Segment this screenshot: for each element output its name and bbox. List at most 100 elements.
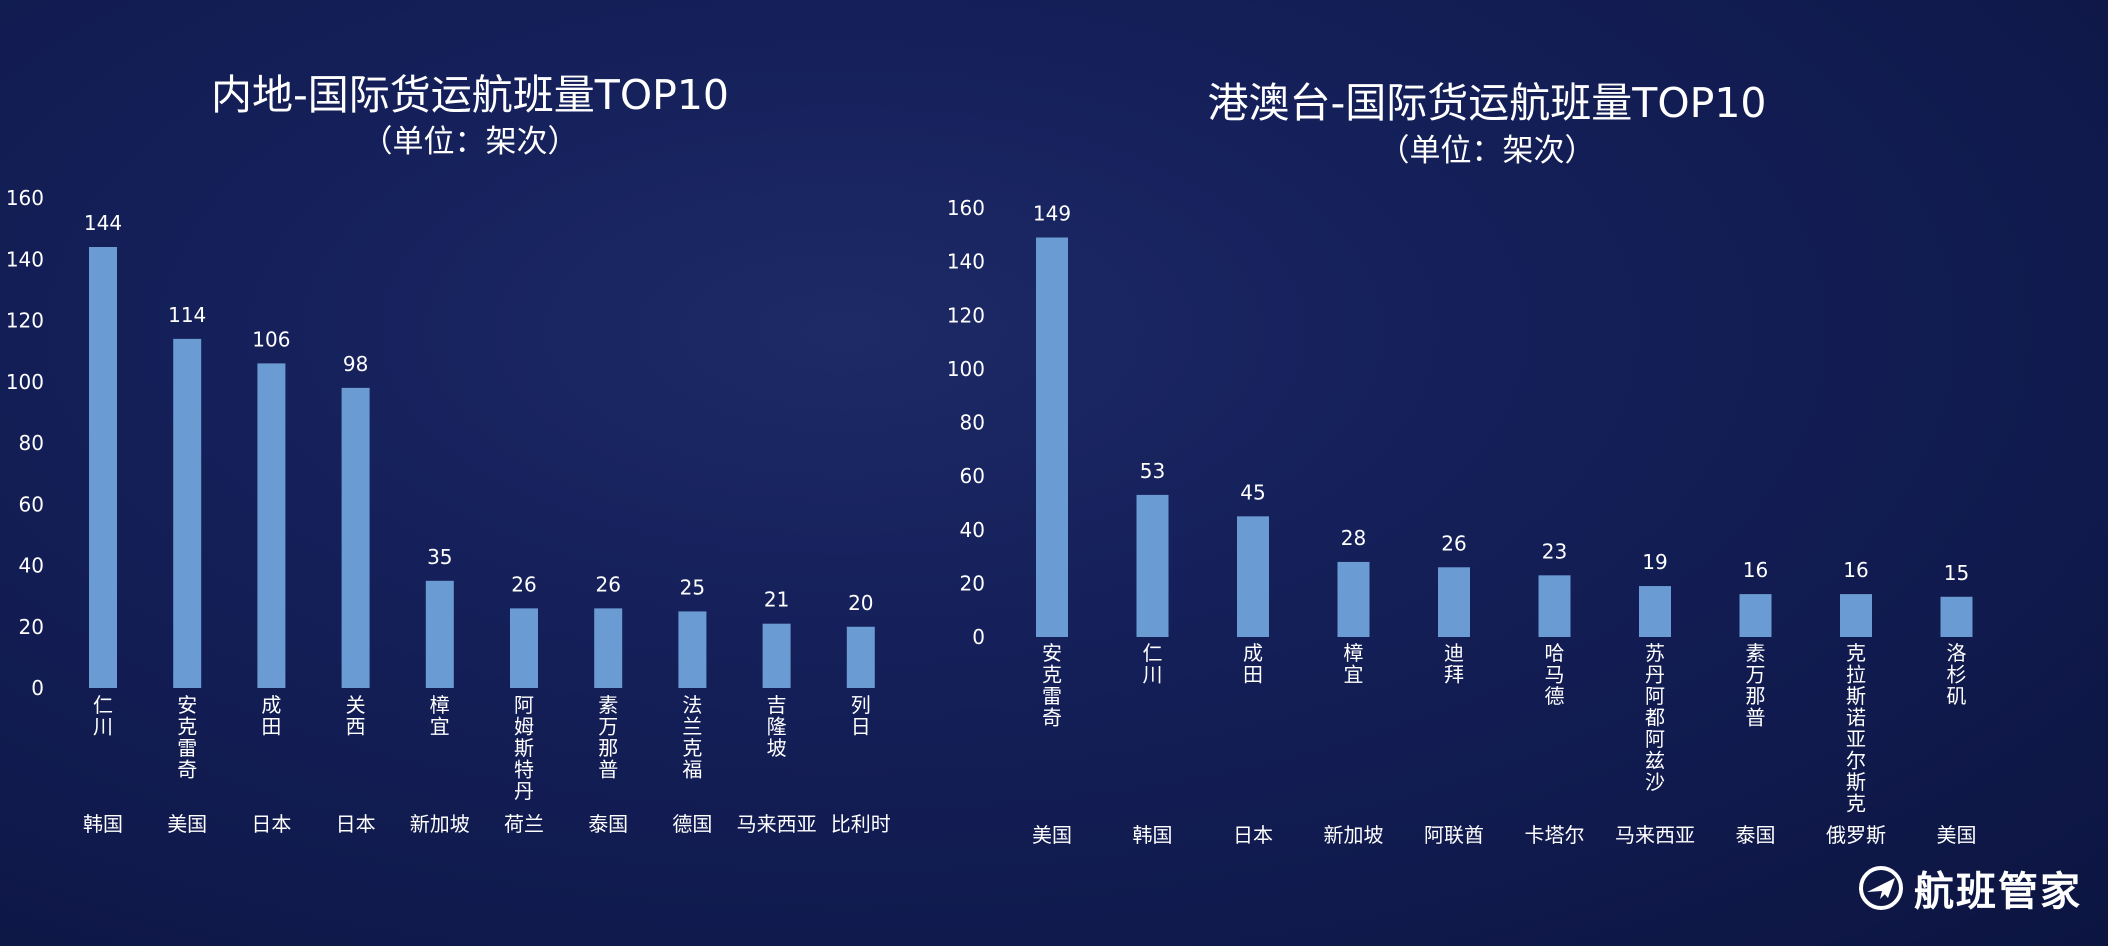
country-label: 阿联酋	[1424, 823, 1484, 847]
data-label: 15	[1944, 561, 1969, 585]
data-label: 28	[1341, 526, 1366, 550]
data-label: 35	[427, 545, 452, 569]
x-tick-label: 哈马德	[1545, 641, 1565, 708]
country-label: 韩国	[83, 812, 123, 836]
data-label: 114	[168, 303, 206, 327]
bar	[1739, 594, 1772, 637]
country-label: 美国	[1937, 823, 1977, 847]
x-tick-label: 仁川	[93, 693, 113, 739]
chart-title-mainland: 内地-国际货运航班量TOP10	[210, 71, 729, 119]
country-label: 新加坡	[1324, 823, 1384, 847]
y-tick-label: 100	[947, 357, 985, 381]
bar	[1639, 586, 1671, 637]
x-tick-label: 安克雷奇	[177, 693, 197, 782]
x-tick-label: 苏丹阿都阿兹沙	[1645, 641, 1665, 794]
country-label: 日本	[1233, 823, 1273, 847]
data-label: 26	[511, 572, 536, 596]
chart-title-hk-macau-taiwan: 港澳台-国际货运航班量TOP10	[1207, 79, 1767, 127]
country-label: 泰国	[1736, 823, 1776, 847]
country-label: 卡塔尔	[1525, 823, 1585, 847]
x-tick-label: 素万那普	[1746, 641, 1766, 730]
bar	[1136, 494, 1169, 637]
y-tick-label: 60	[960, 464, 985, 488]
data-label: 149	[1033, 201, 1071, 225]
data-label: 20	[848, 591, 873, 615]
x-tick-label: 关西	[346, 693, 366, 739]
country-label: 比利时	[831, 812, 891, 836]
country-label: 美国	[167, 812, 207, 836]
bar	[846, 626, 875, 688]
y-tick-label: 20	[960, 571, 985, 595]
bar	[1840, 594, 1872, 637]
x-tick-label: 樟宜	[1344, 641, 1364, 687]
x-tick-label: 安克雷奇	[1042, 641, 1062, 730]
country-label: 俄罗斯	[1826, 823, 1886, 847]
bar	[594, 608, 623, 688]
bar	[257, 363, 286, 688]
country-label: 日本	[336, 812, 376, 836]
country-label: 德国	[672, 812, 712, 836]
y-tick-label: 160	[947, 196, 985, 220]
data-label: 144	[84, 211, 122, 235]
bar	[1337, 561, 1370, 637]
x-tick-label: 仁川	[1143, 641, 1163, 687]
data-label: 16	[1743, 558, 1768, 582]
data-label: 98	[343, 352, 368, 376]
country-label: 马来西亚	[1615, 823, 1695, 847]
bar	[1237, 516, 1269, 637]
x-tick-label: 洛杉矶	[1947, 641, 1967, 708]
y-tick-label: 80	[19, 431, 44, 455]
y-tick-label: 0	[31, 676, 44, 700]
y-tick-label: 20	[19, 615, 44, 639]
data-label: 53	[1140, 459, 1165, 483]
data-label: 26	[595, 572, 620, 596]
y-tick-label: 100	[6, 370, 44, 394]
bar	[89, 247, 117, 688]
bar	[1538, 575, 1571, 637]
data-label: 23	[1542, 539, 1567, 563]
data-label: 26	[1441, 531, 1466, 555]
x-tick-label: 阿姆斯特丹	[514, 693, 534, 803]
y-tick-label: 60	[19, 492, 44, 516]
brand-logo: 航班管家	[1858, 860, 2082, 916]
y-tick-label: 40	[960, 518, 985, 542]
bar	[510, 608, 538, 688]
bar	[341, 387, 370, 688]
airplane-logo-icon	[1859, 866, 1903, 910]
y-tick-label: 140	[6, 247, 44, 271]
data-label: 21	[764, 588, 789, 612]
bar	[678, 611, 707, 688]
x-tick-label: 克拉斯诺亚尔斯克	[1846, 641, 1866, 816]
y-tick-label: 80	[960, 411, 985, 435]
x-tick-label: 成田	[261, 693, 281, 739]
bar	[1438, 567, 1470, 637]
country-label: 泰国	[588, 812, 628, 836]
country-label: 荷兰	[504, 812, 544, 836]
bar	[425, 580, 454, 688]
bar	[173, 338, 202, 688]
x-tick-label: 吉隆坡	[767, 693, 787, 760]
x-tick-label: 成田	[1243, 641, 1263, 687]
y-tick-label: 120	[947, 303, 985, 327]
brand-name: 航班管家	[1914, 869, 2082, 915]
x-tick-label: 列日	[851, 693, 871, 739]
y-tick-label: 120	[6, 309, 44, 333]
country-label: 美国	[1032, 823, 1072, 847]
country-label: 韩国	[1133, 823, 1173, 847]
chart-subtitle-hk-macau-taiwan: （单位：架次）	[1378, 133, 1596, 169]
bar	[1940, 596, 1973, 637]
x-tick-label: 迪拜	[1444, 641, 1464, 687]
y-tick-label: 160	[6, 186, 44, 210]
data-label: 45	[1240, 480, 1265, 504]
x-tick-label: 素万那普	[598, 693, 618, 782]
x-tick-label: 法兰克福	[682, 693, 702, 782]
y-tick-label: 140	[947, 250, 985, 274]
chart-subtitle-mainland: （单位：架次）	[361, 124, 579, 160]
data-label: 16	[1843, 558, 1868, 582]
bar	[762, 623, 791, 688]
country-label: 新加坡	[410, 812, 470, 836]
country-label: 日本	[251, 812, 291, 836]
